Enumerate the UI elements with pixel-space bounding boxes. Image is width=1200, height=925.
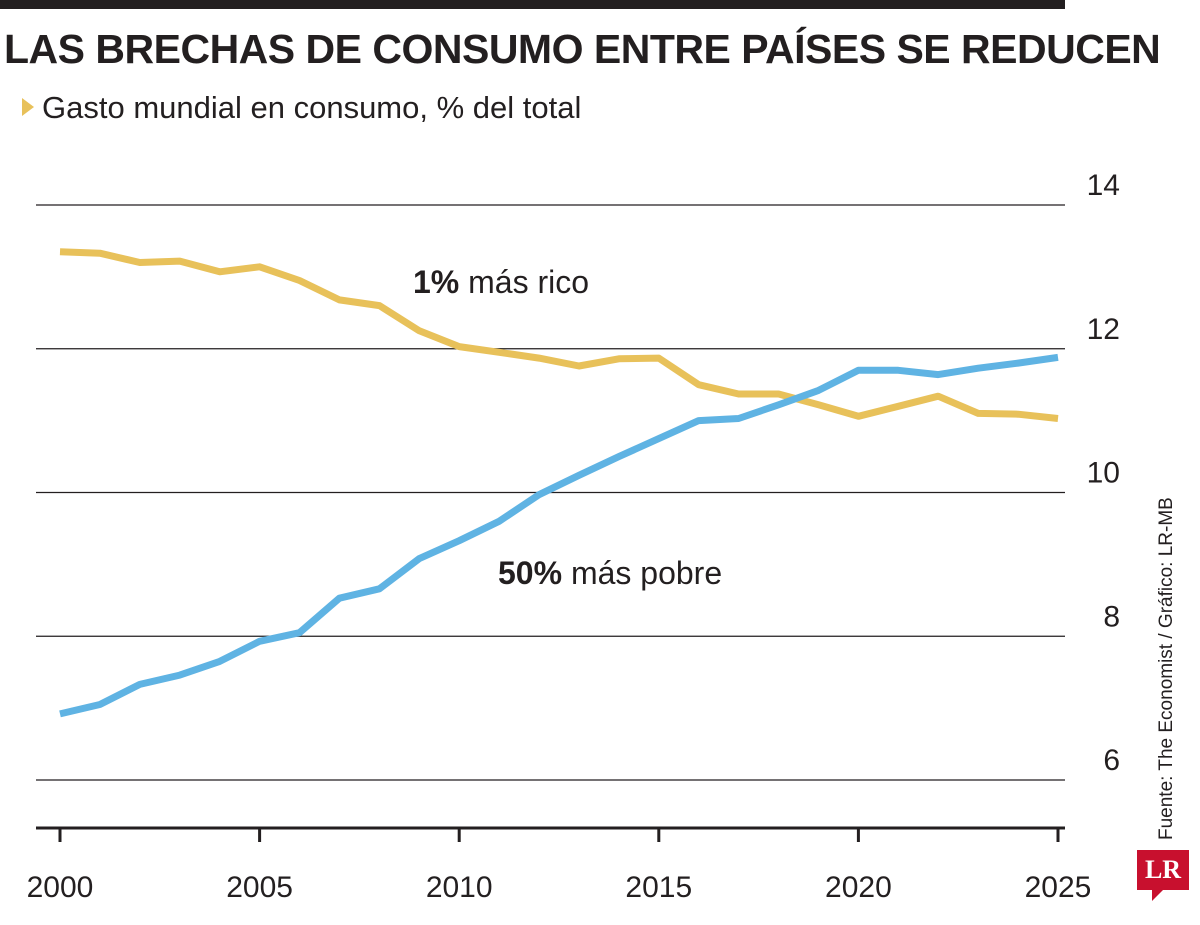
x-tick-label-2015: 2015 — [625, 871, 692, 904]
x-tick-label-2020: 2020 — [825, 871, 892, 904]
series-line-0 — [59, 248, 1059, 422]
x-tick-label-2000: 2000 — [27, 871, 94, 904]
series-label-rest-0: más rico — [459, 264, 589, 300]
series-line-1 — [59, 353, 1059, 718]
y-tick-label-8: 8 — [1103, 600, 1120, 633]
series-label-bold-0: 1% — [413, 264, 459, 300]
series-label-1: 50% más pobre — [498, 555, 722, 591]
lr-logo-tail — [1152, 890, 1163, 901]
y-tick-label-14: 14 — [1087, 169, 1120, 202]
x-tick-label-2005: 2005 — [226, 871, 293, 904]
y-tick-label-6: 6 — [1103, 744, 1120, 777]
series-label-0: 1% más rico — [413, 264, 589, 300]
series-label-bold-1: 50% — [498, 555, 562, 591]
triangle-bullet-icon — [22, 98, 34, 116]
y-tick-label-10: 10 — [1087, 457, 1120, 490]
series-label-rest-1: más pobre — [562, 555, 722, 591]
chart-title: LAS BRECHAS DE CONSUMO ENTRE PAÍSES SE R… — [4, 26, 1161, 72]
y-tick-label-12: 12 — [1087, 313, 1120, 346]
chart-subtitle: Gasto mundial en consumo, % del total — [22, 90, 581, 126]
subtitle-text: Gasto mundial en consumo, % del total — [42, 90, 582, 125]
x-tick-label-2025: 2025 — [1025, 871, 1092, 904]
source-credit: Fuente: The Economist / Gráfico: LR-MB — [1156, 497, 1177, 840]
top-rule — [0, 0, 1065, 9]
x-tick-label-2010: 2010 — [426, 871, 493, 904]
lr-logo: LR — [1137, 850, 1189, 890]
